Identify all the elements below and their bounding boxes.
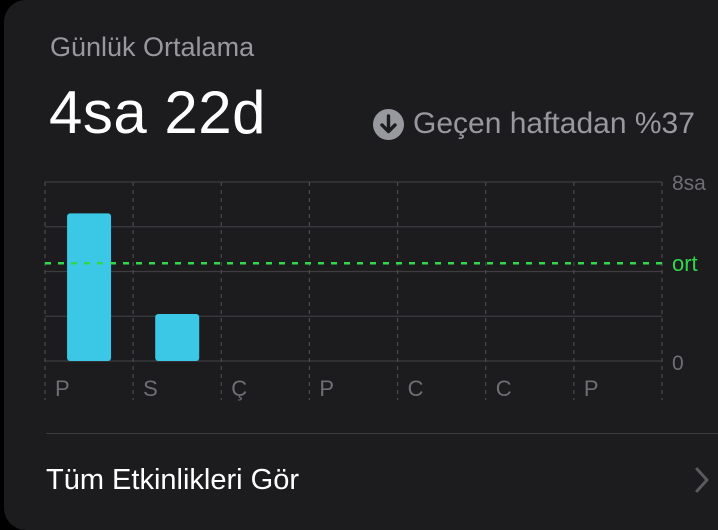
footer-divider	[46, 433, 718, 434]
screen-time-card: Günlük Ortalama 4sa 22d Geçen haftadan %…	[4, 0, 718, 530]
x-tick-label: C	[408, 376, 424, 401]
chart-bars	[67, 213, 200, 361]
weekly-change: Geçen haftadan %37	[373, 106, 695, 142]
average-label: ort	[672, 251, 698, 276]
arrow-down-circle-icon	[373, 108, 404, 140]
bar-2	[155, 314, 200, 361]
x-tick-label: S	[143, 376, 158, 401]
x-tick-label: P	[319, 376, 334, 401]
bar-1	[67, 213, 112, 361]
x-tick-label: P	[55, 376, 70, 401]
x-tick-label: Ç	[231, 376, 247, 401]
daily-usage-chart: P S Ç P C C P 8sa ort 0	[44, 172, 706, 401]
chart-grid	[44, 181, 663, 400]
daily-average-value: 4sa 22d	[49, 79, 267, 146]
x-tick-label: P	[584, 376, 599, 401]
see-all-activity-label: Tüm Etkinlikleri Gör	[46, 464, 299, 496]
x-tick-label: C	[496, 376, 512, 401]
y-tick-label-max: 8sa	[672, 172, 706, 195]
weekly-change-text: Geçen haftadan %37	[413, 107, 695, 140]
see-all-activity-button[interactable]: Tüm Etkinlikleri Gör	[46, 444, 718, 517]
y-tick-label-min: 0	[672, 352, 684, 375]
card-subtitle: Günlük Ortalama	[50, 32, 255, 62]
chart-labels: P S Ç P C C P 8sa ort 0	[55, 172, 706, 401]
chevron-right-icon	[695, 467, 709, 493]
